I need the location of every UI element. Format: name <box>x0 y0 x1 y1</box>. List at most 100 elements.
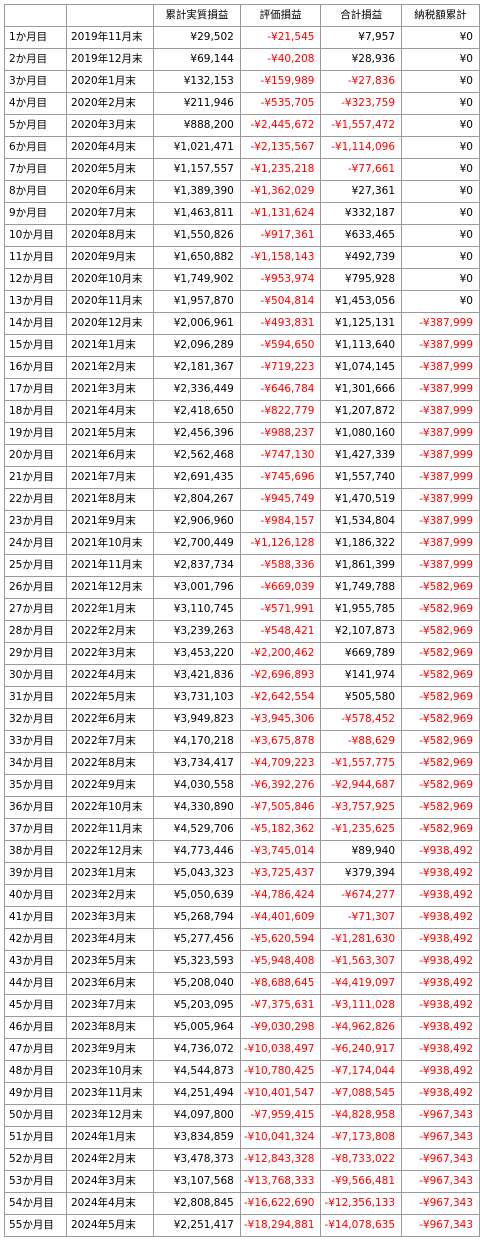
table-row: 13か月目 2020年11月末 ¥1,957,870 -¥504,814 ¥1,453,… <box>4 290 480 313</box>
cumulative-realized-pl-cell: ¥5,050,639 <box>152 884 241 907</box>
header-cumulative-tax: 納税額累計 <box>401 4 480 27</box>
period-cell: 2021年5月末 <box>65 422 154 445</box>
cumulative-tax-cell: ¥0 <box>401 48 480 71</box>
period-cell: 2020年2月末 <box>65 92 154 115</box>
period-cell: 2022年11月末 <box>65 818 154 841</box>
total-pl-cell: ¥1,470,519 <box>320 488 403 511</box>
total-pl-cell: ¥795,928 <box>320 268 403 291</box>
period-cell: 2022年2月末 <box>65 620 154 643</box>
cumulative-realized-pl-cell: ¥5,043,323 <box>152 862 241 885</box>
table-row: 6か月目 2020年4月末 ¥1,021,471 -¥2,135,567 -¥1,114… <box>4 136 480 159</box>
cumulative-realized-pl-cell: ¥4,251,494 <box>152 1082 241 1105</box>
unrealized-pl-cell: -¥2,445,672 <box>239 114 322 137</box>
cumulative-tax-cell: -¥387,999 <box>401 334 480 357</box>
cumulative-tax-cell: ¥0 <box>401 26 480 49</box>
cumulative-tax-cell: -¥967,343 <box>401 1214 480 1237</box>
cumulative-tax-cell: -¥938,492 <box>401 1038 480 1061</box>
table-row: 46か月目 2023年8月末 ¥5,005,964 -¥9,030,298 -¥4,96… <box>4 1016 480 1039</box>
cumulative-tax-cell: -¥938,492 <box>401 994 480 1017</box>
total-pl-cell: ¥2,107,873 <box>320 620 403 643</box>
month-index-cell: 13か月目 <box>4 290 67 313</box>
month-index-cell: 10か月目 <box>4 224 67 247</box>
total-pl-cell: ¥1,301,666 <box>320 378 403 401</box>
total-pl-cell: ¥1,080,160 <box>320 422 403 445</box>
unrealized-pl-cell: -¥1,158,143 <box>239 246 322 269</box>
month-index-cell: 9か月目 <box>4 202 67 225</box>
month-index-cell: 32か月目 <box>4 708 67 731</box>
cumulative-tax-cell: -¥387,999 <box>401 422 480 445</box>
table-row: 15か月目 2021年1月末 ¥2,096,289 -¥594,650 ¥1,113,6… <box>4 334 480 357</box>
period-cell: 2023年11月末 <box>65 1082 154 1105</box>
cumulative-tax-cell: -¥938,492 <box>401 928 480 951</box>
total-pl-cell: ¥1,113,640 <box>320 334 403 357</box>
cumulative-realized-pl-cell: ¥5,277,456 <box>152 928 241 951</box>
month-index-cell: 17か月目 <box>4 378 67 401</box>
total-pl-cell: -¥1,114,096 <box>320 136 403 159</box>
cumulative-realized-pl-cell: ¥5,203,095 <box>152 994 241 1017</box>
unrealized-pl-cell: -¥594,650 <box>239 334 322 357</box>
table-row: 37か月目 2022年11月末 ¥4,529,706 -¥5,182,362 -¥1,2… <box>4 818 480 841</box>
table-row: 45か月目 2023年7月末 ¥5,203,095 -¥7,375,631 -¥3,11… <box>4 994 480 1017</box>
table-row: 38か月目 2022年12月末 ¥4,773,446 -¥3,745,014 ¥89,9… <box>4 840 480 863</box>
cumulative-tax-cell: -¥938,492 <box>401 884 480 907</box>
cumulative-realized-pl-cell: ¥4,544,873 <box>152 1060 241 1083</box>
cumulative-tax-cell: -¥387,999 <box>401 444 480 467</box>
month-index-cell: 24か月目 <box>4 532 67 555</box>
total-pl-cell: -¥1,557,775 <box>320 752 403 775</box>
total-pl-cell: -¥7,088,545 <box>320 1082 403 1105</box>
table-row: 16か月目 2021年2月末 ¥2,181,367 -¥719,223 ¥1,074,1… <box>4 356 480 379</box>
cumulative-tax-cell: -¥387,999 <box>401 532 480 555</box>
table-row: 33か月目 2022年7月末 ¥4,170,218 -¥3,675,878 -¥88,6… <box>4 730 480 753</box>
month-index-cell: 3か月目 <box>4 70 67 93</box>
month-index-cell: 51か月目 <box>4 1126 67 1149</box>
unrealized-pl-cell: -¥4,401,609 <box>239 906 322 929</box>
unrealized-pl-cell: -¥493,831 <box>239 312 322 335</box>
period-cell: 2022年4月末 <box>65 664 154 687</box>
cumulative-realized-pl-cell: ¥3,001,796 <box>152 576 241 599</box>
month-index-cell: 31か月目 <box>4 686 67 709</box>
cumulative-tax-cell: -¥582,969 <box>401 796 480 819</box>
month-index-cell: 54か月目 <box>4 1192 67 1215</box>
table-row: 48か月目 2023年10月末 ¥4,544,873 -¥10,780,425 -¥7,… <box>4 1060 480 1083</box>
cumulative-realized-pl-cell: ¥1,749,902 <box>152 268 241 291</box>
unrealized-pl-cell: -¥18,294,881 <box>239 1214 322 1237</box>
total-pl-cell: -¥6,240,917 <box>320 1038 403 1061</box>
unrealized-pl-cell: -¥3,945,306 <box>239 708 322 731</box>
table-row: 19か月目 2021年5月末 ¥2,456,396 -¥988,237 ¥1,080,1… <box>4 422 480 445</box>
table-row: 42か月目 2023年4月末 ¥5,277,456 -¥5,620,594 -¥1,28… <box>4 928 480 951</box>
total-pl-cell: ¥89,940 <box>320 840 403 863</box>
period-cell: 2019年12月末 <box>65 48 154 71</box>
unrealized-pl-cell: -¥5,620,594 <box>239 928 322 951</box>
header-total-pl: 合計損益 <box>320 4 403 27</box>
month-index-cell: 29か月目 <box>4 642 67 665</box>
table-row: 12か月目 2020年10月末 ¥1,749,902 -¥953,974 ¥795,92… <box>4 268 480 291</box>
unrealized-pl-cell: -¥40,208 <box>239 48 322 71</box>
period-cell: 2019年11月末 <box>65 26 154 49</box>
total-pl-cell: -¥4,419,097 <box>320 972 403 995</box>
cumulative-realized-pl-cell: ¥3,107,568 <box>152 1170 241 1193</box>
cumulative-realized-pl-cell: ¥3,110,745 <box>152 598 241 621</box>
table-row: 11か月目 2020年9月末 ¥1,650,882 -¥1,158,143 ¥492,7… <box>4 246 480 269</box>
unrealized-pl-cell: -¥12,843,328 <box>239 1148 322 1171</box>
cumulative-tax-cell: ¥0 <box>401 268 480 291</box>
total-pl-cell: -¥674,277 <box>320 884 403 907</box>
unrealized-pl-cell: -¥5,182,362 <box>239 818 322 841</box>
unrealized-pl-cell: -¥13,768,333 <box>239 1170 322 1193</box>
month-index-cell: 7か月目 <box>4 158 67 181</box>
cumulative-realized-pl-cell: ¥69,144 <box>152 48 241 71</box>
total-pl-cell: ¥27,361 <box>320 180 403 203</box>
month-index-cell: 39か月目 <box>4 862 67 885</box>
cumulative-tax-cell: -¥582,969 <box>401 598 480 621</box>
month-index-cell: 21か月目 <box>4 466 67 489</box>
cumulative-realized-pl-cell: ¥4,030,558 <box>152 774 241 797</box>
cumulative-realized-pl-cell: ¥888,200 <box>152 114 241 137</box>
unrealized-pl-cell: -¥159,989 <box>239 70 322 93</box>
total-pl-cell: ¥1,534,804 <box>320 510 403 533</box>
total-pl-cell: -¥14,078,635 <box>320 1214 403 1237</box>
table-row: 20か月目 2021年6月末 ¥2,562,468 -¥747,130 ¥1,427,3… <box>4 444 480 467</box>
total-pl-cell: ¥1,453,056 <box>320 290 403 313</box>
unrealized-pl-cell: -¥4,709,223 <box>239 752 322 775</box>
cumulative-tax-cell: ¥0 <box>401 114 480 137</box>
table-row: 49か月目 2023年11月末 ¥4,251,494 -¥10,401,547 -¥7,… <box>4 1082 480 1105</box>
cumulative-tax-cell: -¥387,999 <box>401 554 480 577</box>
